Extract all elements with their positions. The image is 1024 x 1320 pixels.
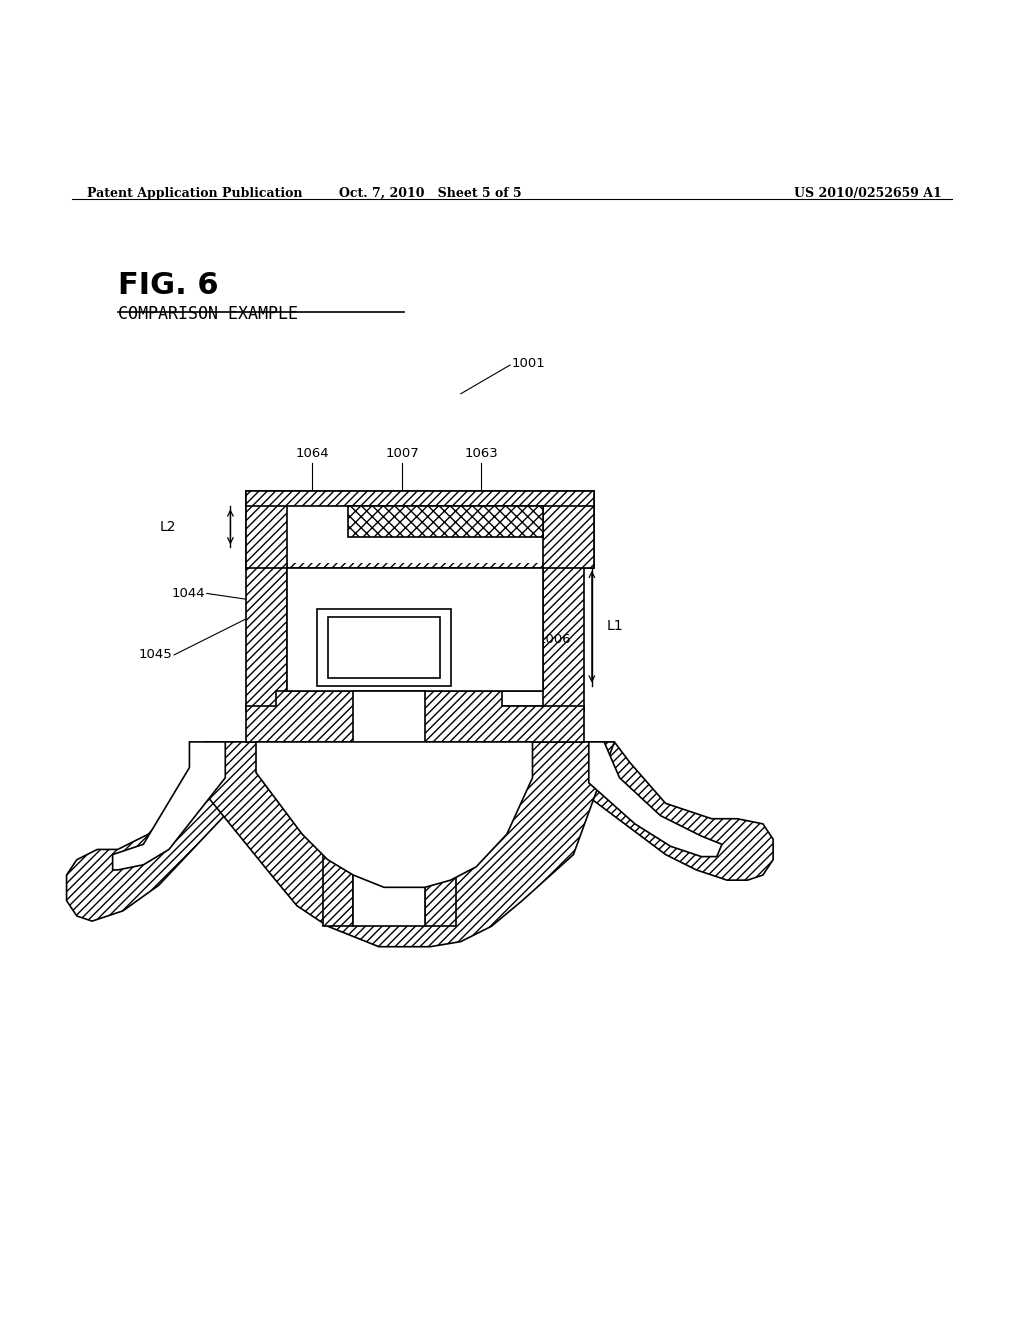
Bar [353,690,425,927]
Bar [328,616,440,678]
Polygon shape [543,491,594,568]
Text: Oct. 7, 2010   Sheet 5 of 5: Oct. 7, 2010 Sheet 5 of 5 [339,187,521,199]
Text: 1064: 1064 [296,447,329,461]
Text: 1044: 1044 [171,587,205,599]
Polygon shape [246,562,287,711]
Text: L2: L2 [160,520,176,533]
Polygon shape [425,690,456,927]
Polygon shape [67,742,246,921]
Bar [287,568,543,690]
Polygon shape [246,491,594,568]
Text: FIG. 6: FIG. 6 [118,271,218,300]
Bar [317,609,451,685]
Polygon shape [246,491,594,507]
Polygon shape [584,742,773,880]
Polygon shape [589,742,722,857]
Polygon shape [246,690,584,742]
Text: 1006: 1006 [538,634,571,645]
Text: 1045: 1045 [138,648,172,661]
Polygon shape [543,562,584,711]
Text: 1001: 1001 [512,356,546,370]
Polygon shape [323,690,353,927]
Polygon shape [113,742,225,870]
Text: 1007: 1007 [386,447,419,461]
Text: US 2010/0252659 A1: US 2010/0252659 A1 [795,187,942,199]
Polygon shape [348,507,543,537]
Text: Patent Application Publication: Patent Application Publication [87,187,302,199]
Polygon shape [246,491,287,568]
Bar [276,507,553,562]
Polygon shape [205,742,614,946]
Text: 1063: 1063 [465,447,498,461]
Text: L1: L1 [606,619,623,634]
Text: COMPARISON EXAMPLE: COMPARISON EXAMPLE [118,305,298,322]
Polygon shape [256,742,532,887]
